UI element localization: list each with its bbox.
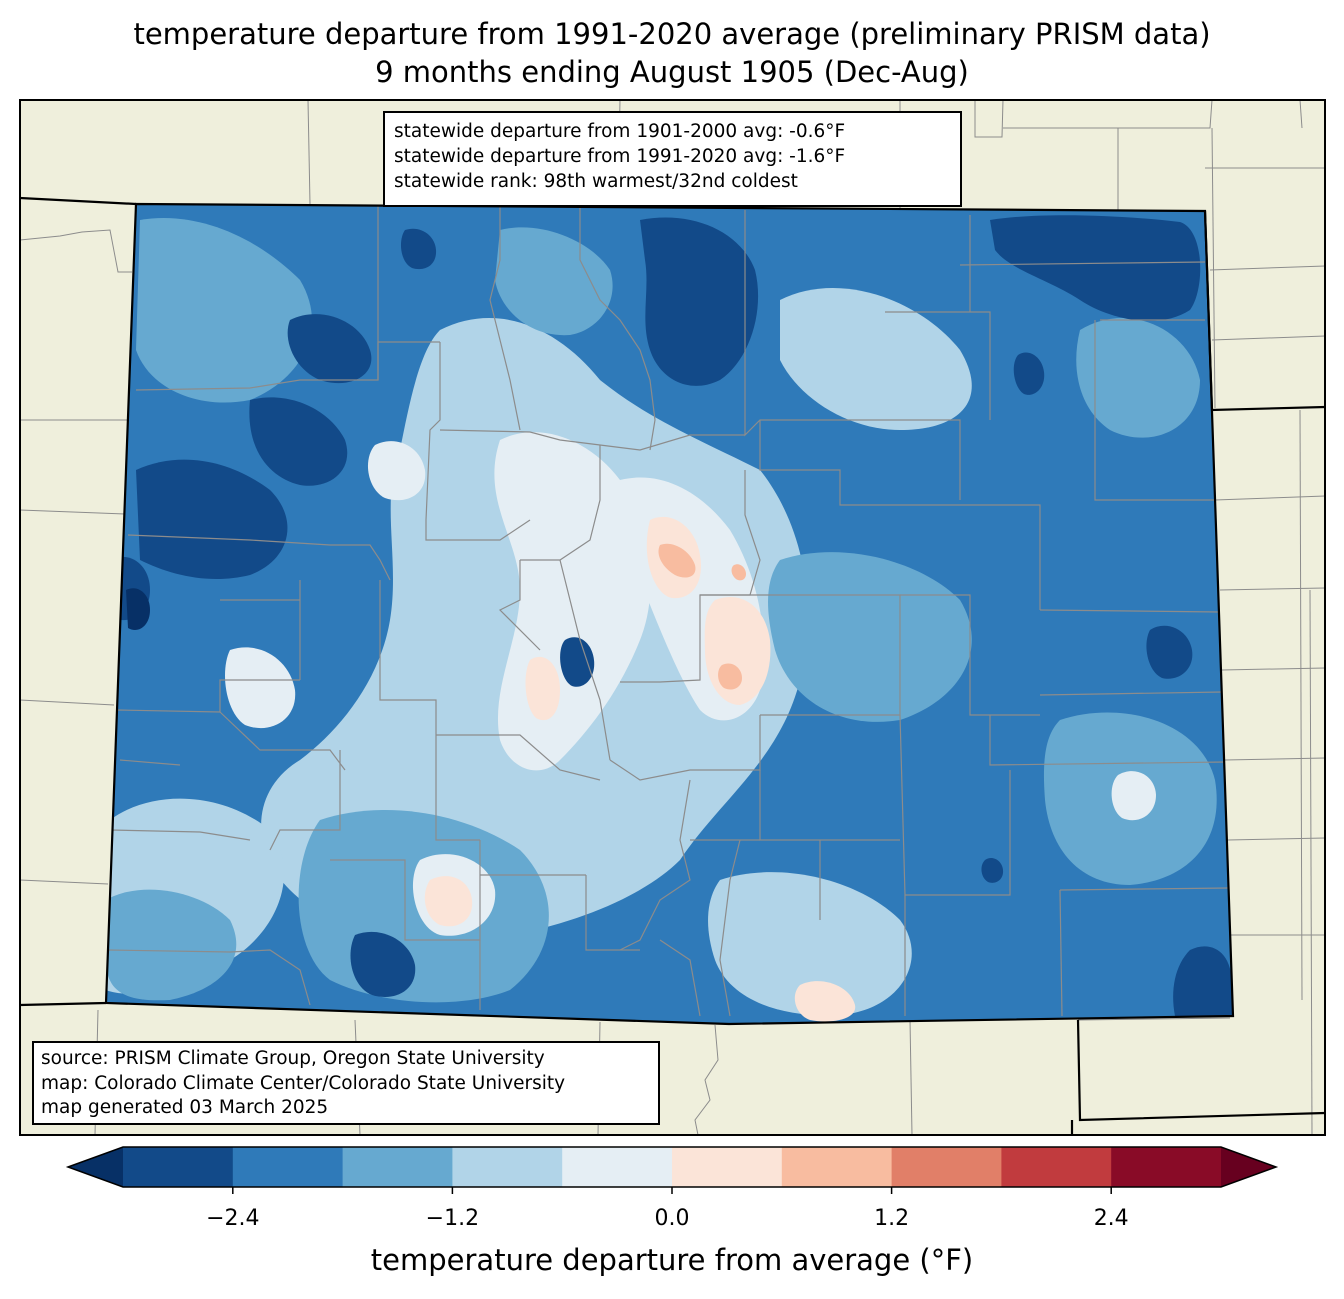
field-light-blue-south: [708, 872, 912, 1016]
field-light-blue-northeast: [780, 288, 972, 430]
field-warmer-patch-1: [658, 543, 696, 578]
field-mid-blue-west: [136, 218, 312, 403]
colorbar-bin-4: [562, 1147, 673, 1187]
field-mid-blue-southwest: [106, 889, 237, 1001]
colorbar-bin-1: [232, 1147, 344, 1187]
colorbar-outline: [65, 1146, 1279, 1188]
colorbar-label: temperature departure from average (°F): [370, 1243, 974, 1277]
field-warm-southcentral: [794, 981, 856, 1022]
colorbar-bin-3: [452, 1147, 563, 1187]
field-dark-central-spot: [560, 637, 595, 687]
field-warm-south: [424, 876, 473, 927]
colorbar-bin-2: [342, 1147, 453, 1187]
departure-1991-2020: statewide departure from 1991-2020 avg: …: [394, 146, 846, 167]
generated-date: map generated 03 March 2025: [41, 1097, 329, 1118]
map-credit: map: Colorado Climate Center/Colorado St…: [41, 1072, 566, 1094]
state-borders: [20, 196, 1325, 1135]
field-dark-central-north: [400, 228, 437, 270]
field-dark-northeast-spot: [1013, 352, 1045, 395]
colorbar-under-arrow: [68, 1147, 123, 1187]
field-dark-east-small: [981, 858, 1004, 883]
county-lines: [107, 206, 1229, 1017]
field-dark-west-upper: [249, 397, 348, 486]
field-dark-west: [136, 459, 288, 580]
temperature-field: [106, 204, 1233, 1024]
field-warmer-patch-3: [731, 564, 746, 581]
field-dark-northwest: [287, 314, 372, 384]
field-near-zero-north: [367, 441, 426, 501]
field-darkest-west: [126, 588, 150, 630]
field-dark-north: [640, 217, 759, 386]
field-dark-south: [350, 931, 416, 997]
field-mid-blue-north: [495, 227, 613, 336]
field-near-zero-west: [225, 647, 296, 729]
colorbar-bin-8: [1001, 1147, 1112, 1187]
field-warm-ridge: [525, 656, 560, 721]
map-frame: [19, 99, 1326, 1136]
field-light-blue-plains: [1076, 318, 1200, 438]
colorbar-tick-label-3: 1.2: [874, 1206, 910, 1231]
source-credits-box: source: PRISM Climate Group, Oregon Stat…: [32, 1041, 660, 1125]
oklahoma-border: [1076, 1019, 1325, 1122]
colorbar-tick-label-4: 2.4: [1093, 1206, 1129, 1231]
field-near-zero-southeast: [1111, 771, 1156, 821]
colorado-border: [104, 202, 1235, 1026]
wyoming-border: [20, 196, 137, 206]
field-warmer-patch-2: [718, 663, 742, 690]
colorbar-bin-5: [672, 1147, 783, 1187]
field-dark-northeast: [990, 215, 1201, 321]
colorbar-tick-label-2: 0.0: [654, 1206, 690, 1231]
field-dark-southeast-corner: [1173, 946, 1233, 1016]
source-credit: source: PRISM Climate Group, Oregon Stat…: [41, 1048, 545, 1069]
colorbar-bin-6: [781, 1147, 893, 1187]
colorbar-bin-7: [891, 1147, 1002, 1187]
colorbar-bin-9: [1111, 1147, 1222, 1187]
colorbar-tick-label-1: −1.2: [425, 1206, 480, 1231]
statewide-stats-box: statewide departure from 1901-2000 avg: …: [383, 111, 962, 207]
colorbar-over-arrow: [1221, 1147, 1276, 1187]
map-title: temperature departure from 1991-2020 ave…: [133, 17, 1211, 51]
departure-1901-2000: statewide departure from 1901-2000 avg: …: [394, 121, 846, 142]
colorbar-bin-0: [123, 1147, 234, 1187]
statewide-rank: statewide rank: 98th warmest/32nd coldes…: [394, 171, 798, 192]
colorbar-tick-label-0: −2.4: [206, 1206, 260, 1231]
nebraska-border: [1203, 210, 1325, 412]
colorbar: [65, 1146, 1279, 1194]
map-subtitle: 9 months ending August 1905 (Dec-Aug): [375, 55, 969, 89]
field-dark-east-spot: [1146, 625, 1193, 679]
utah-arizona-border: [20, 1001, 107, 1007]
